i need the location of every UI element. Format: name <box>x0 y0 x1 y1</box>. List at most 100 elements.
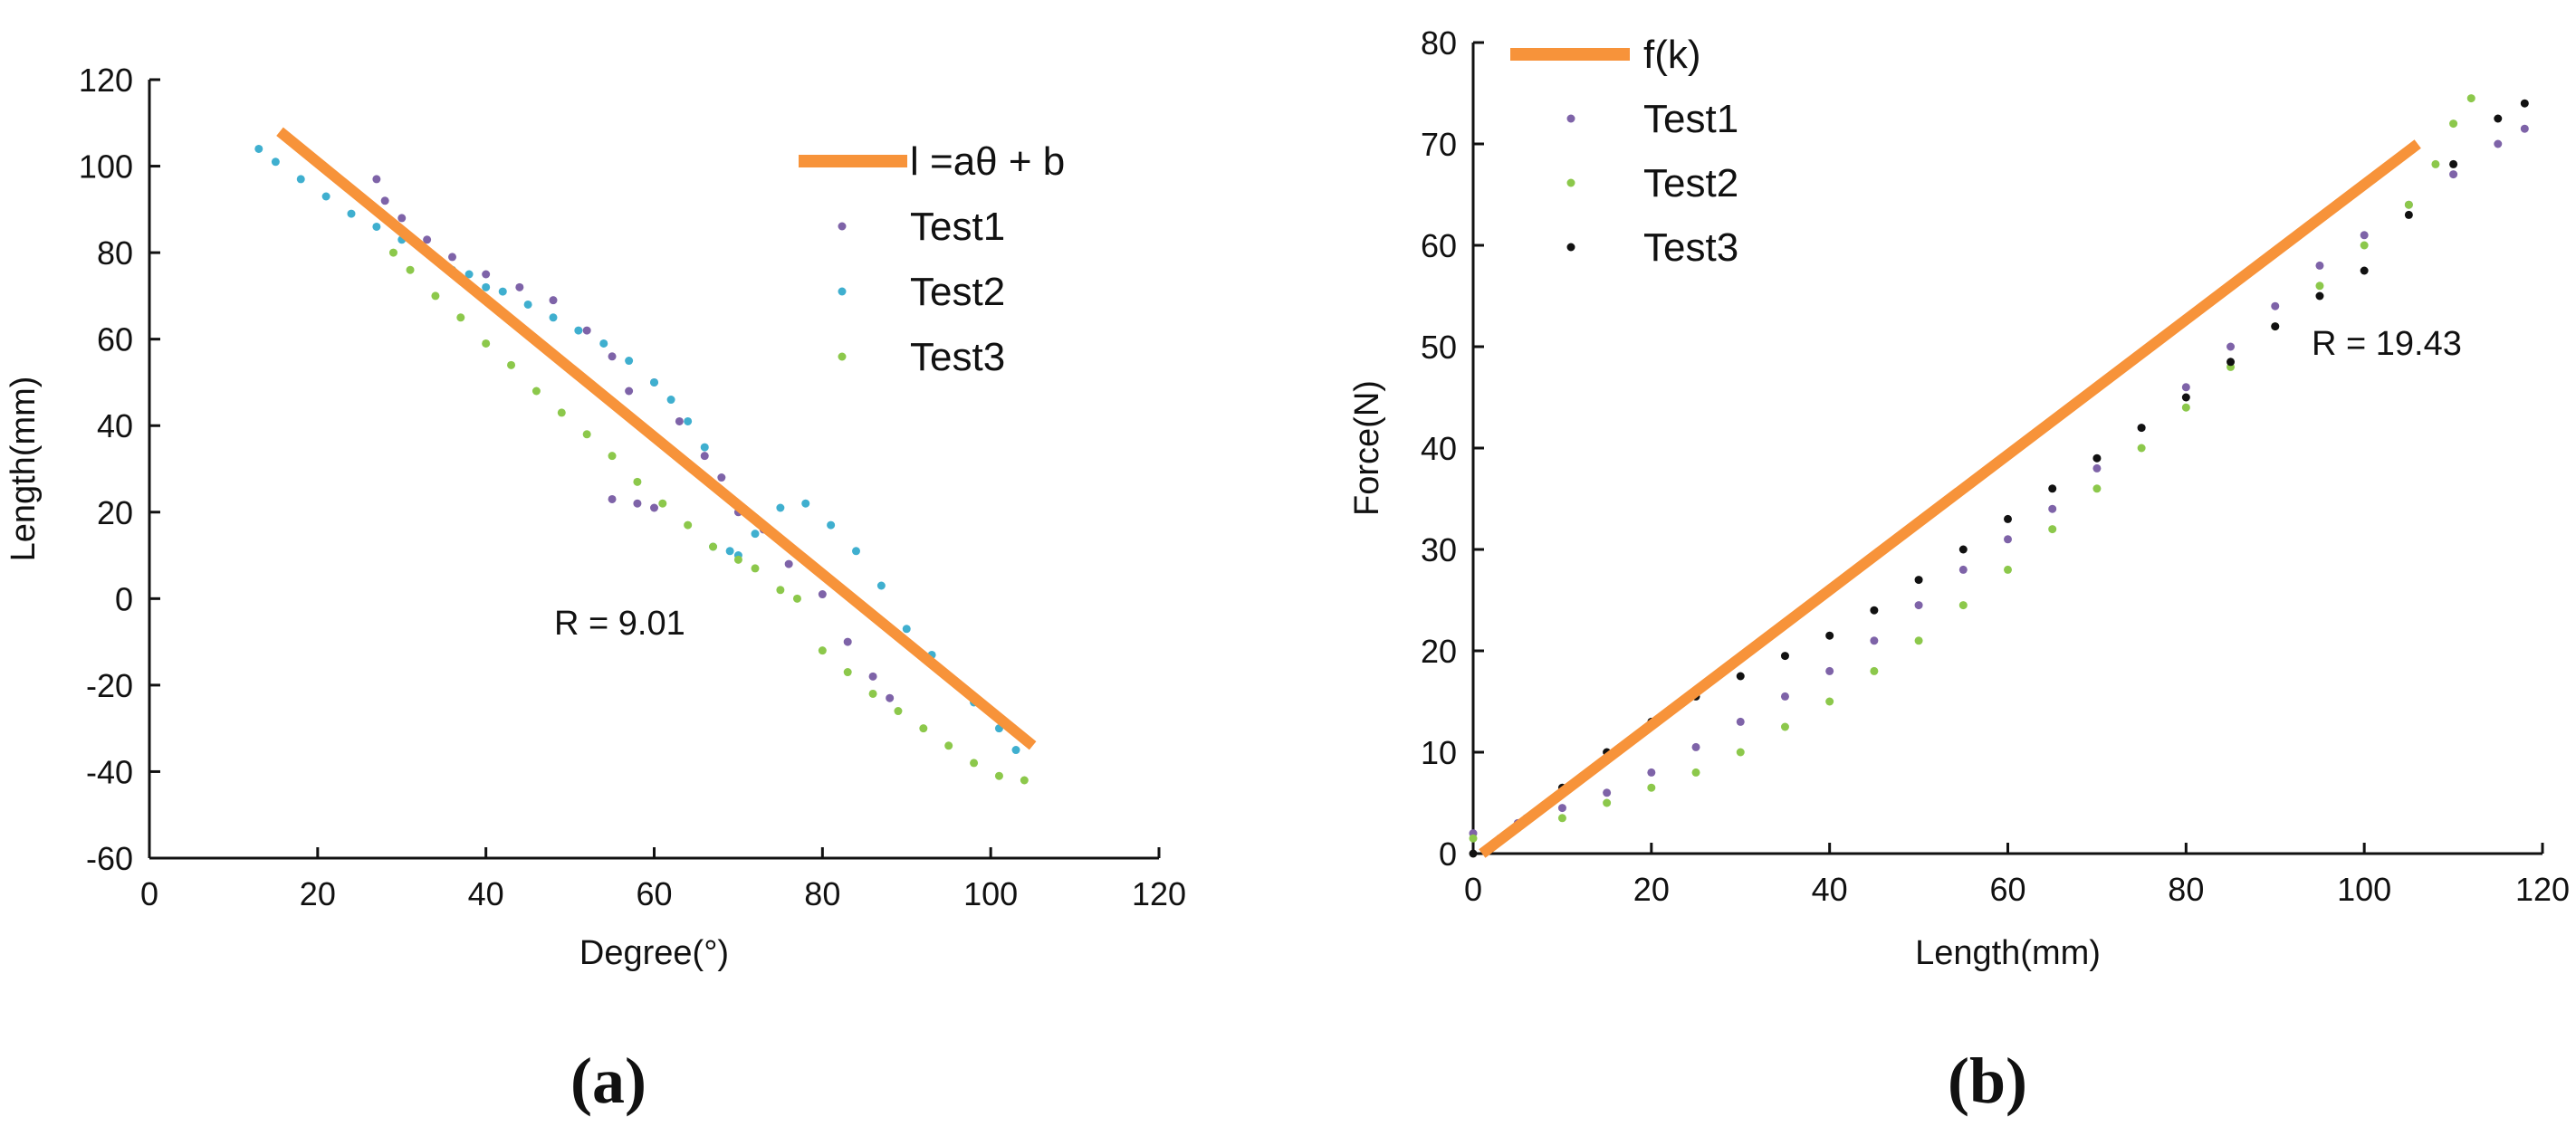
y-tick-label: 0 <box>1439 835 1457 873</box>
data-point-test1 <box>608 494 617 503</box>
data-point-test3 <box>2315 291 2324 301</box>
data-point-test2 <box>1011 746 1020 755</box>
data-point-test1 <box>650 503 658 512</box>
data-point-test3 <box>2404 210 2413 219</box>
data-point-test3 <box>388 248 397 257</box>
data-point-test1 <box>843 637 852 646</box>
data-point-test1 <box>886 693 895 702</box>
data-point-test2 <box>2181 403 2190 412</box>
fit-line <box>276 127 1037 750</box>
y-tick-label: 0 <box>115 580 133 617</box>
legend-test1-label: Test1 <box>910 205 1005 249</box>
data-point-test1 <box>700 452 709 461</box>
data-point-test3 <box>531 387 541 396</box>
data-point-test2 <box>1914 636 1923 645</box>
data-point-test1 <box>2315 261 2324 270</box>
legend-test2-marker <box>838 287 847 296</box>
data-point-test1 <box>2360 231 2369 240</box>
data-point-test1 <box>1825 666 1834 675</box>
y-tick-label: -60 <box>86 840 133 877</box>
y-tick-label: 20 <box>1421 633 1457 670</box>
data-point-test2 <box>1825 697 1834 706</box>
data-point-test1 <box>582 326 591 335</box>
legend-test1-marker <box>838 222 847 231</box>
x-tick-label: 100 <box>2337 871 2391 908</box>
chart-a: 0 20 40 60 80 100 120 -60 -40 -20 0 20 40 60 80 100 120 D… <box>5 62 1186 1117</box>
data-point-test3 <box>482 339 491 348</box>
data-point-test3 <box>792 594 801 603</box>
data-point-test2 <box>2360 241 2369 250</box>
data-point-test3 <box>1870 606 1879 615</box>
data-point-test2 <box>1603 798 1612 807</box>
y-tick-label: 10 <box>1421 734 1457 771</box>
legend-fit-label: f(k) <box>1643 33 1701 77</box>
data-point-test2 <box>523 300 532 309</box>
data-point-test3 <box>1469 849 1478 858</box>
data-point-test3 <box>894 707 903 716</box>
data-point-test1 <box>2092 463 2102 473</box>
x-tick-label: 0 <box>1464 871 1482 908</box>
panel-label: (a) <box>570 1045 646 1117</box>
data-point-test1 <box>2181 383 2190 392</box>
y-tick-label: 80 <box>97 234 133 272</box>
data-point-test3 <box>2449 159 2458 168</box>
data-point-test2 <box>776 503 785 512</box>
data-point-test2 <box>1557 814 1566 823</box>
legend-test3-label: Test3 <box>1643 225 1738 270</box>
data-point-test2 <box>902 625 911 634</box>
data-point-test1 <box>625 387 634 396</box>
data-point-test1 <box>2271 301 2280 310</box>
fit-line <box>1479 139 2421 858</box>
data-point-test2 <box>482 282 491 291</box>
data-point-test2 <box>2466 94 2475 103</box>
y-tick-label: 40 <box>97 407 133 444</box>
x-tick-label: 80 <box>2168 871 2204 908</box>
y-tick-label: 20 <box>97 494 133 531</box>
y-tick-label: 50 <box>1421 329 1457 366</box>
y-tick-label: 30 <box>1421 531 1457 568</box>
data-point-test2 <box>372 222 381 231</box>
legend-test2-label: Test2 <box>910 270 1005 314</box>
y-tick-label: 60 <box>97 321 133 358</box>
data-point-test1 <box>818 590 827 599</box>
data-point-test3 <box>1914 576 1923 585</box>
data-point-test1 <box>675 416 684 425</box>
chart-b: 0 20 40 60 80 100 120 0 10 20 30 40 50 60 70 80 Length(m… <box>1348 24 2570 1117</box>
data-point-test2 <box>1780 722 1789 731</box>
data-point-test1 <box>2048 504 2057 513</box>
data-point-test3 <box>2137 424 2146 433</box>
x-tick-label: 100 <box>963 875 1018 912</box>
data-point-test1 <box>1603 788 1612 797</box>
data-point-test3 <box>818 646 827 655</box>
data-point-test1 <box>2449 170 2458 179</box>
data-point-test1 <box>717 473 726 482</box>
data-point-test3 <box>2004 514 2012 523</box>
data-point-test2 <box>2137 444 2146 453</box>
data-point-test1 <box>608 352 617 361</box>
data-point-test1 <box>448 253 456 262</box>
data-point-test2 <box>498 287 507 296</box>
data-point-test2 <box>464 270 474 279</box>
data-point-test2 <box>625 357 634 366</box>
data-point-test3 <box>608 452 617 461</box>
data-point-test1 <box>1557 804 1566 813</box>
data-point-test1 <box>380 196 389 205</box>
data-point-test2 <box>1958 601 1968 610</box>
legend-test1-label: Test1 <box>1643 97 1738 141</box>
data-point-test1 <box>2520 124 2529 133</box>
data-point-test3 <box>557 408 566 417</box>
data-point-test2 <box>751 530 760 539</box>
data-point-test1 <box>549 296 558 305</box>
data-point-test3 <box>582 430 591 439</box>
data-point-test3 <box>2181 393 2190 402</box>
data-point-test2 <box>2092 484 2102 493</box>
data-point-test3 <box>1958 545 1968 554</box>
x-tick-label: 0 <box>140 875 158 912</box>
data-point-test3 <box>2271 322 2280 331</box>
r-annotation: R = 9.01 <box>554 605 685 643</box>
data-point-test2 <box>2404 200 2413 209</box>
data-point-test2 <box>725 547 734 556</box>
data-point-test3 <box>456 313 465 322</box>
data-point-test3 <box>994 771 1003 780</box>
data-point-test2 <box>1469 834 1478 843</box>
